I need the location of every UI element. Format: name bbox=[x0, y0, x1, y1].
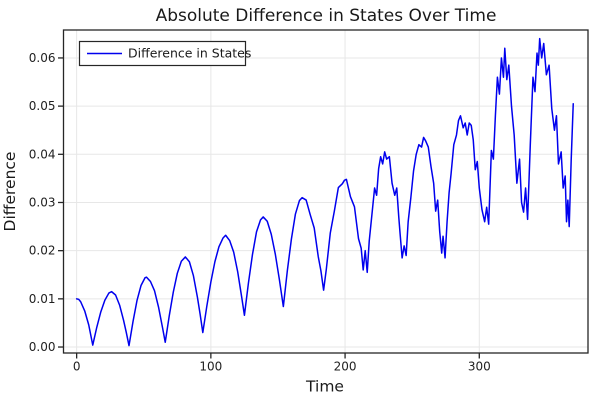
x-tick-label: 100 bbox=[199, 360, 222, 374]
series-layer bbox=[75, 37, 574, 347]
y-axis-label: Difference bbox=[1, 152, 19, 232]
chart-title: Absolute Difference in States Over Time bbox=[156, 6, 497, 26]
y-tick-label: 0.00 bbox=[29, 340, 56, 354]
y-tick-label: 0.05 bbox=[29, 99, 56, 113]
y-tick-label: 0.01 bbox=[29, 292, 56, 306]
y-tick-label: 0.02 bbox=[29, 244, 56, 258]
axis-ticks: 0 100 200 300 0.00 0.01 0.02 0.03 0.04 0.05 0.06 bbox=[29, 51, 491, 374]
x-tick-label: 0 bbox=[73, 360, 81, 374]
legend-entry-label: Difference in States bbox=[128, 46, 251, 61]
plot-frame bbox=[62, 29, 589, 354]
x-tick-label: 200 bbox=[334, 360, 357, 374]
difference-series-line bbox=[75, 37, 574, 347]
y-tick-label: 0.03 bbox=[29, 195, 56, 209]
y-tick-label: 0.04 bbox=[29, 147, 56, 161]
x-axis-label: Time bbox=[305, 378, 344, 396]
legend: Difference in States bbox=[78, 40, 251, 67]
plot-border bbox=[62, 29, 589, 354]
x-tick-label: 300 bbox=[468, 360, 491, 374]
y-tick-label: 0.06 bbox=[29, 51, 56, 65]
